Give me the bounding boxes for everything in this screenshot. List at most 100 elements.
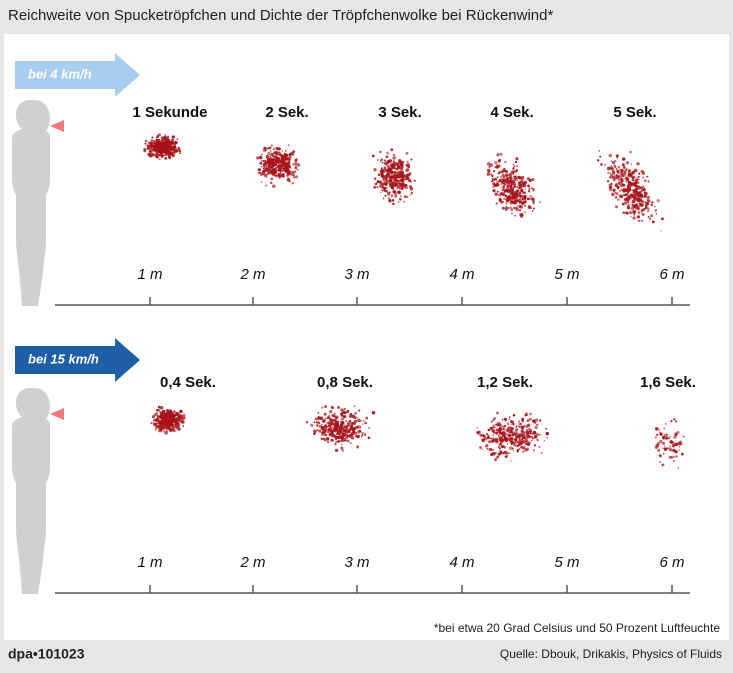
droplet — [268, 165, 270, 167]
droplet — [507, 174, 509, 176]
droplet — [643, 185, 645, 187]
droplet — [364, 422, 367, 425]
droplet — [672, 444, 675, 447]
droplet — [507, 198, 510, 201]
droplet — [502, 425, 503, 426]
droplet — [536, 424, 538, 426]
droplet — [493, 170, 495, 172]
droplet — [625, 189, 627, 191]
axis-label: 3 m — [344, 266, 369, 283]
droplet — [612, 188, 615, 191]
droplet — [499, 448, 501, 450]
droplet — [504, 161, 507, 164]
droplet — [292, 182, 295, 185]
droplet — [499, 450, 502, 453]
droplet — [617, 170, 619, 172]
droplet — [597, 159, 599, 161]
droplet — [182, 419, 184, 421]
droplet — [374, 177, 377, 180]
droplet — [631, 164, 632, 165]
axis-label: 1 m — [137, 554, 162, 571]
droplet — [495, 202, 497, 204]
droplet — [143, 148, 146, 151]
droplet — [368, 437, 371, 440]
droplet — [384, 183, 386, 185]
droplet — [393, 160, 395, 162]
droplet — [625, 169, 627, 171]
droplet — [289, 173, 291, 175]
droplet — [634, 189, 636, 191]
droplet — [328, 439, 330, 441]
droplet — [156, 153, 158, 155]
droplet — [329, 415, 330, 416]
droplet — [652, 220, 655, 223]
droplet — [524, 211, 526, 213]
droplet — [516, 206, 518, 208]
droplet — [512, 423, 514, 425]
droplet — [515, 157, 518, 160]
droplet — [171, 424, 174, 427]
droplet — [525, 189, 527, 191]
droplet — [496, 180, 499, 183]
droplet — [391, 148, 394, 151]
droplet — [266, 176, 267, 177]
droplet — [645, 204, 648, 207]
droplet — [516, 197, 518, 199]
droplet — [347, 425, 349, 427]
droplet — [630, 216, 632, 218]
droplet — [520, 215, 523, 218]
droplet — [261, 166, 262, 167]
droplet — [292, 163, 294, 165]
droplet — [532, 210, 534, 212]
droplet — [295, 158, 298, 161]
axis-label: 6 m — [659, 554, 684, 571]
droplet — [500, 440, 502, 442]
droplet — [372, 155, 375, 158]
droplet — [623, 194, 625, 196]
droplet — [386, 155, 389, 158]
infographic: Reichweite von Spucketröpfchen und Dicht… — [0, 0, 733, 668]
droplet — [520, 434, 522, 436]
droplet — [156, 137, 158, 139]
droplet — [178, 150, 181, 153]
droplet — [169, 412, 172, 415]
droplet — [535, 426, 538, 429]
droplet — [391, 168, 392, 169]
droplet — [519, 437, 520, 438]
droplet — [503, 446, 505, 448]
droplet — [358, 409, 360, 411]
droplet — [347, 440, 350, 443]
droplet — [328, 421, 331, 424]
droplet — [362, 423, 364, 425]
droplet — [476, 427, 478, 429]
droplet — [153, 419, 155, 421]
droplet — [264, 160, 266, 162]
droplet — [640, 187, 642, 189]
droplet — [524, 431, 526, 433]
droplet — [164, 420, 167, 423]
droplet — [165, 409, 167, 411]
droplet — [624, 198, 626, 200]
droplet — [524, 182, 526, 184]
droplet — [163, 142, 165, 144]
droplet — [168, 151, 170, 153]
droplet — [265, 185, 267, 187]
droplet — [609, 183, 612, 186]
time-label: 0,8 Sek. — [317, 374, 373, 391]
droplet — [665, 436, 668, 439]
droplet — [345, 421, 347, 423]
droplet — [631, 201, 633, 203]
droplet — [287, 158, 290, 161]
droplet — [498, 435, 500, 437]
droplet — [527, 424, 530, 427]
droplet — [636, 162, 639, 165]
droplet — [411, 181, 413, 183]
droplet — [632, 182, 635, 185]
droplet — [347, 426, 348, 427]
droplet — [387, 165, 390, 168]
droplet — [175, 141, 178, 144]
droplet — [510, 208, 513, 211]
droplet — [644, 194, 646, 196]
droplet — [179, 152, 181, 154]
droplet — [397, 180, 399, 182]
